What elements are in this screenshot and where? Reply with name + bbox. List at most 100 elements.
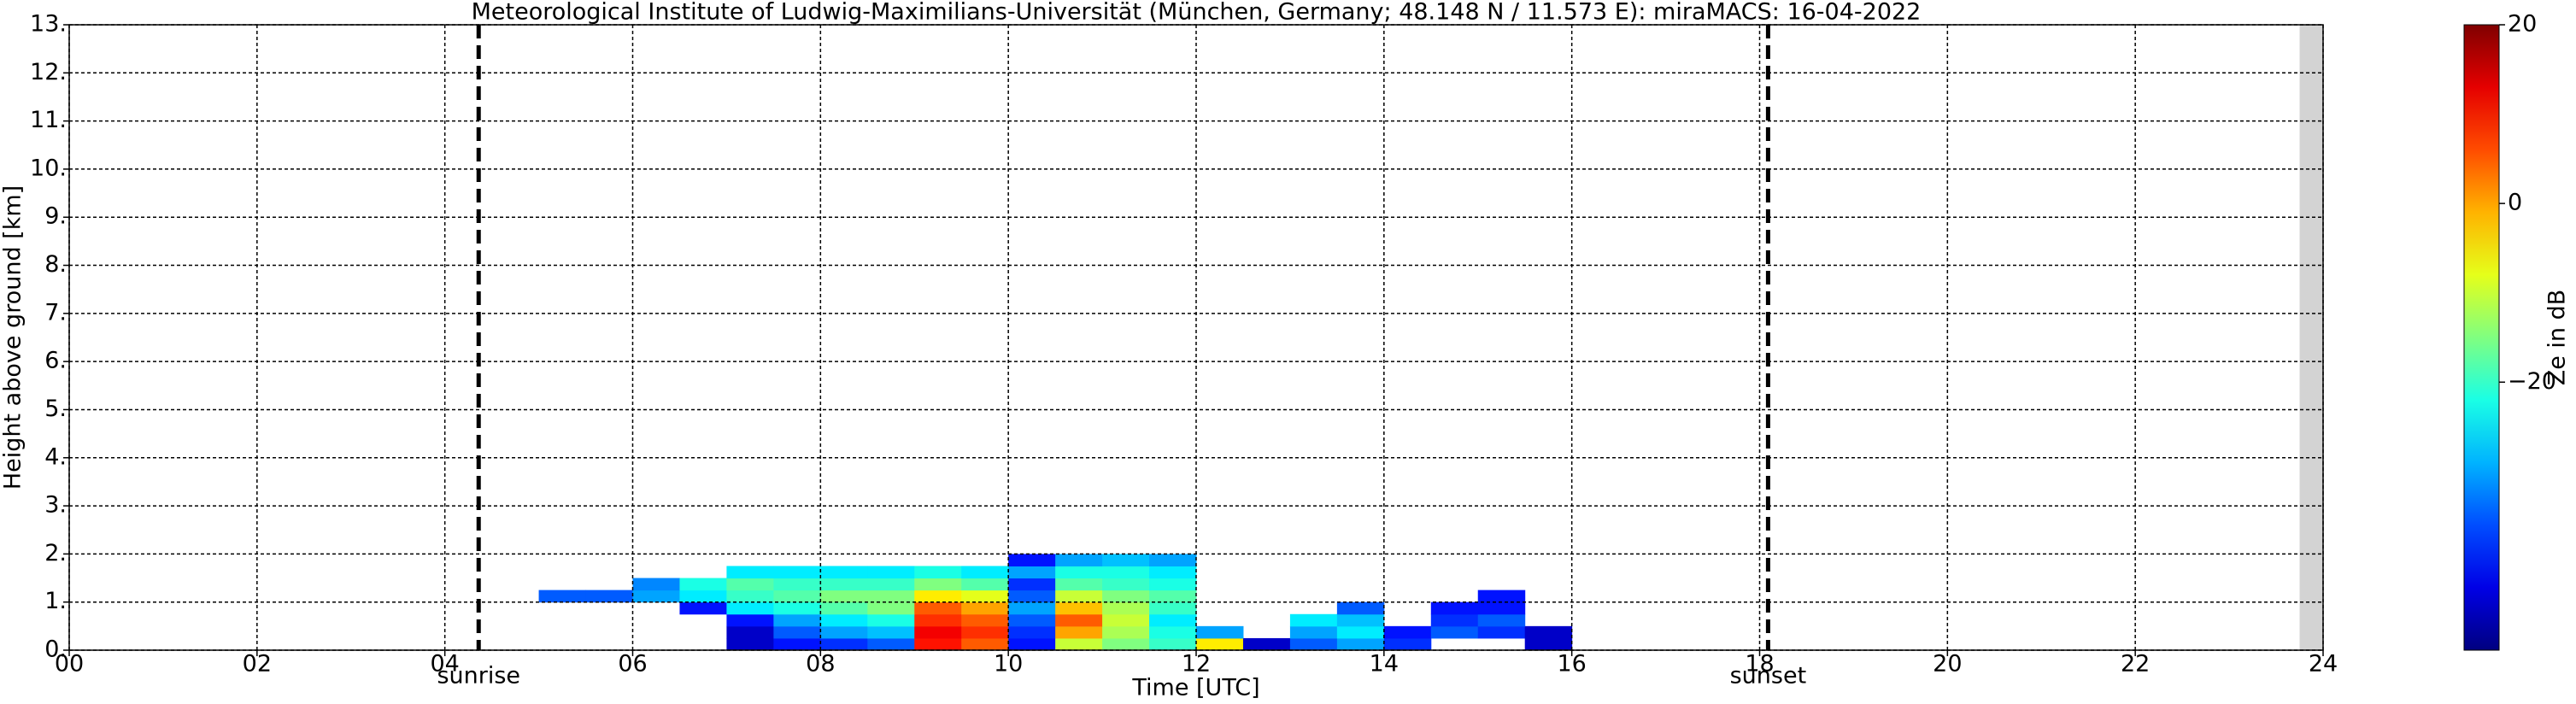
reflectivity-cell: [1336, 601, 1385, 615]
reflectivity-cell: [1008, 625, 1056, 639]
reflectivity-cell: [726, 601, 774, 615]
reflectivity-cell: [1383, 625, 1432, 639]
y-tick-label: 0.: [44, 637, 67, 663]
reflectivity-cell: [1149, 590, 1197, 603]
reflectivity-cell: [961, 625, 1009, 639]
reflectivity-cell: [726, 625, 774, 639]
reflectivity-cell: [1477, 625, 1526, 639]
reflectivity-cell: [726, 637, 774, 651]
colorbar-label: Ze in dB: [2544, 290, 2571, 386]
reflectivity-cell: [867, 578, 915, 591]
y-axis-label: Height above ground [km]: [0, 185, 26, 490]
reflectivity-cell: [1008, 578, 1056, 591]
reflectivity-cell: [773, 590, 821, 603]
reflectivity-cell: [1336, 613, 1385, 627]
reflectivity-cell: [1336, 637, 1385, 651]
reflectivity-cell: [1149, 578, 1197, 591]
chart-title: Meteorological Institute of Ludwig-Maxim…: [472, 0, 1922, 26]
reflectivity-cell: [1383, 637, 1432, 651]
reflectivity-cell: [961, 613, 1009, 627]
reflectivity-cell: [867, 601, 915, 615]
reflectivity-cell: [820, 578, 868, 591]
y-tick-label: 6.: [44, 348, 67, 374]
reflectivity-cell: [1102, 578, 1150, 591]
reflectivity-cell: [1524, 625, 1573, 639]
y-tick-label: 5.: [44, 396, 67, 422]
x-tick-label: 02: [243, 651, 272, 678]
reflectivity-cell: [914, 637, 962, 651]
x-tick-label: 20: [1933, 651, 1962, 678]
y-tick-label: 8.: [44, 251, 67, 278]
reflectivity-cell: [1102, 566, 1150, 579]
annotation-label: sunset: [1730, 663, 1807, 689]
y-tick-label: 3.: [44, 492, 67, 519]
reflectivity-cell: [1242, 637, 1291, 651]
reflectivity-cell: [1008, 637, 1056, 651]
reflectivity-cell: [1430, 601, 1479, 615]
reflectivity-cell: [1289, 637, 1338, 651]
reflectivity-cell: [1102, 554, 1150, 566]
x-axis-label: Time [UTC]: [1131, 675, 1259, 701]
reflectivity-cell: [1055, 578, 1103, 591]
reflectivity-cell: [1055, 601, 1103, 615]
y-tick-label: 7.: [44, 299, 67, 326]
reflectivity-cell: [726, 566, 774, 579]
reflectivity-cell: [961, 566, 1009, 579]
x-tick-label: 24: [2309, 651, 2338, 678]
reflectivity-cell: [538, 590, 587, 603]
reflectivity-cell: [726, 613, 774, 627]
reflectivity-cell: [679, 578, 727, 591]
reflectivity-cell: [1055, 613, 1103, 627]
reflectivity-cell: [961, 637, 1009, 651]
reflectivity-cell: [1102, 613, 1150, 627]
reflectivity-cell: [820, 566, 868, 579]
reflectivity-cell: [914, 625, 962, 639]
reflectivity-cell: [820, 601, 868, 615]
no-data-span: [2299, 25, 2323, 650]
reflectivity-cell: [726, 578, 774, 591]
reflectivity-cell: [961, 578, 1009, 591]
reflectivity-cell: [1055, 590, 1103, 603]
colorbar-tick-label: 20: [2508, 11, 2537, 38]
reflectivity-cell: [914, 613, 962, 627]
y-tick-label: 9.: [44, 203, 67, 230]
x-tick-label: 10: [994, 651, 1023, 678]
reflectivity-cell: [1008, 613, 1056, 627]
reflectivity-cell: [820, 625, 868, 639]
reflectivity-cell: [914, 566, 962, 579]
reflectivity-cell: [679, 590, 727, 603]
reflectivity-cell: [1008, 554, 1056, 566]
reflectivity-cell: [1430, 625, 1479, 639]
reflectivity-cell: [1430, 613, 1479, 627]
reflectivity-cell: [1289, 625, 1338, 639]
reflectivity-cell: [773, 625, 821, 639]
reflectivity-cell: [1289, 613, 1338, 627]
reflectivity-cell: [1102, 625, 1150, 639]
colorbar-tick-label: −20: [2508, 368, 2556, 395]
reflectivity-cell: [961, 601, 1009, 615]
x-tick-label: 22: [2121, 651, 2150, 678]
x-tick-label: 16: [1557, 651, 1586, 678]
y-tick-label: 12.: [30, 59, 67, 85]
x-tick-label: 12: [1182, 651, 1211, 678]
reflectivity-cell: [1149, 566, 1197, 579]
reflectivity-cell: [1524, 637, 1573, 651]
reflectivity-cell: [1055, 637, 1103, 651]
x-tick-label: 14: [1370, 651, 1399, 678]
reflectivity-cell: [773, 613, 821, 627]
reflectivity-cell: [773, 578, 821, 591]
x-tick-label: 18: [1745, 651, 1774, 678]
reflectivity-cell: [914, 578, 962, 591]
reflectivity-cell: [1055, 625, 1103, 639]
x-tick-label: 08: [806, 651, 835, 678]
reflectivity-cell: [1196, 625, 1244, 639]
reflectivity-cell: [585, 590, 633, 603]
reflectivity-cell: [632, 578, 680, 591]
reflectivity-cell: [867, 566, 915, 579]
plot-frame: [68, 24, 2324, 651]
reflectivity-cell: [1008, 566, 1056, 579]
y-tick-label: 13.: [30, 11, 67, 38]
reflectivity-cell: [726, 590, 774, 603]
